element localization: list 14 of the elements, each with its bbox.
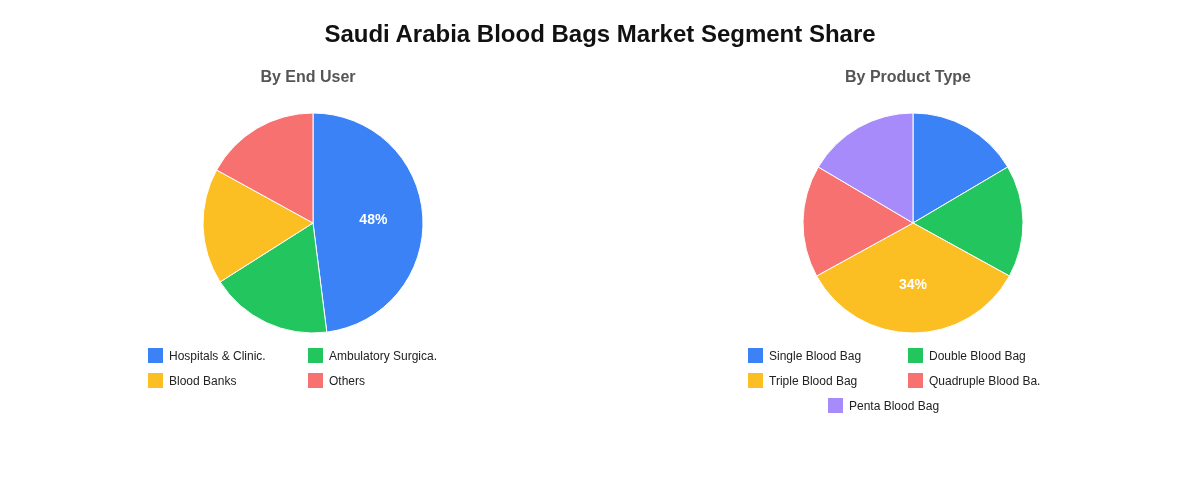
text: Saudi Arabia Blood Bags Market Segment Share (323, 19, 877, 49)
legend-label: Others (329, 373, 366, 388)
legend-label: Ambulatory Surgica. (329, 348, 438, 363)
legend-label: Hospitals & Clinic. (169, 348, 266, 363)
legend-label: Blood Banks (169, 373, 237, 388)
legend-label: Single Blood Bag (769, 348, 862, 363)
legend-label: Penta Blood Bag (849, 398, 940, 413)
chart-subtitle: By End User (259, 68, 357, 87)
legend-label: Quadruple Blood Ba. (929, 373, 1041, 388)
legend-label: Double Blood Bag (929, 348, 1026, 363)
data-label: 34% (898, 275, 928, 292)
legend-label: Triple Blood Bag (769, 373, 858, 388)
chart-subtitle: By Product Type (844, 68, 972, 87)
data-label: 48% (359, 211, 388, 228)
